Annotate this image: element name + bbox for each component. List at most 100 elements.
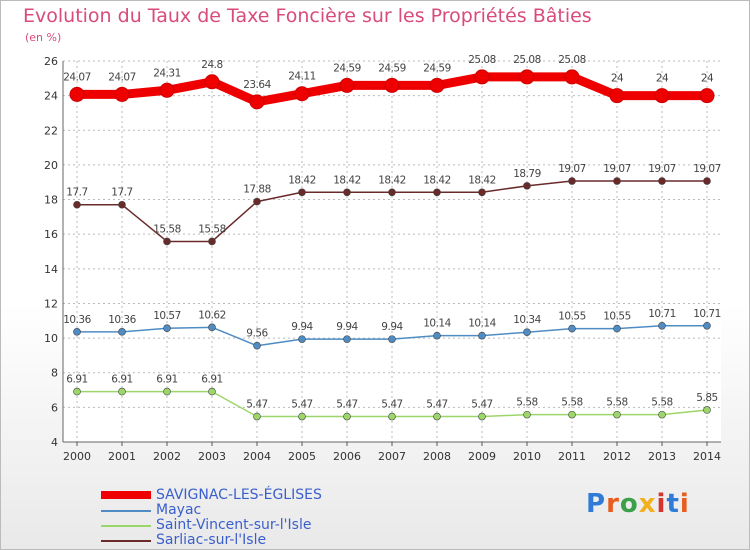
- x-tick-label: 2003: [198, 450, 226, 463]
- data-label: 10.36: [63, 314, 91, 326]
- data-point: [163, 324, 171, 333]
- y-tick-label: 6: [51, 401, 58, 414]
- legend-item-savignac: SAVIGNAC-LES-ÉGLISES: [101, 488, 441, 503]
- y-tick-label: 10: [44, 332, 58, 345]
- legend-label-savignac: SAVIGNAC-LES-ÉGLISES: [156, 487, 322, 503]
- data-label: 10.14: [468, 318, 496, 330]
- data-label: 6.91: [111, 374, 132, 386]
- data-point: [249, 94, 265, 110]
- data-label: 5.58: [606, 397, 627, 409]
- y-tick-label: 12: [44, 297, 58, 310]
- data-label: 24: [701, 73, 714, 85]
- x-tick-label: 2005: [288, 450, 316, 463]
- legend-swatch-savignac: [101, 491, 151, 499]
- y-tick-label: 22: [44, 124, 58, 137]
- data-label: 5.85: [696, 392, 717, 404]
- data-label: 6.91: [156, 374, 177, 386]
- data-label: 24.07: [108, 71, 136, 83]
- legend-label-sarliac: Sarliac-sur-l'Isle: [156, 532, 267, 548]
- data-point: [163, 387, 171, 396]
- data-label: 24.59: [333, 62, 361, 74]
- data-point: [703, 406, 711, 414]
- data-point: [253, 197, 261, 206]
- data-point: [118, 328, 126, 336]
- data-label: 17.7: [111, 187, 132, 199]
- x-tick-label: 2007: [378, 450, 406, 463]
- legend-item-saint-vincent: Saint-Vincent-sur-l'Isle: [101, 518, 441, 533]
- data-point: [658, 321, 666, 330]
- data-label: 25.08: [513, 54, 541, 66]
- data-point: [703, 321, 711, 330]
- data-label: 24.07: [63, 71, 91, 83]
- proxiti-logo: Proxiti: [586, 489, 690, 519]
- data-label: 10.14: [423, 318, 451, 330]
- legend-item-sarliac: Sarliac-sur-l'Isle: [101, 533, 441, 548]
- x-tick-label: 2009: [468, 450, 496, 463]
- y-tick-label: 8: [51, 367, 58, 380]
- data-point: [253, 412, 261, 421]
- data-point: [609, 88, 625, 104]
- data-point: [294, 86, 310, 102]
- data-label: 5.47: [471, 399, 492, 411]
- x-tick-label: 2006: [333, 450, 361, 463]
- data-label: 24.59: [378, 62, 406, 74]
- data-point: [523, 328, 531, 337]
- data-label: 18.79: [513, 168, 541, 180]
- data-label: 24.11: [288, 71, 316, 83]
- x-tick-label: 2012: [603, 450, 631, 463]
- data-point: [613, 410, 621, 419]
- data-label: 17.7: [66, 187, 87, 199]
- data-point: [658, 410, 666, 419]
- data-point: [339, 77, 355, 93]
- data-point: [568, 410, 576, 419]
- x-tick-label: 2010: [513, 450, 541, 463]
- data-label: 10.71: [693, 308, 721, 320]
- data-point: [208, 387, 216, 396]
- data-label: 10.34: [513, 314, 541, 326]
- data-label: 15.58: [198, 223, 226, 235]
- data-point: [658, 177, 666, 185]
- data-point: [298, 335, 306, 343]
- chart-title: Evolution du Taux de Taxe Foncière sur l…: [23, 5, 592, 27]
- data-point: [384, 77, 400, 93]
- data-label: 19.07: [648, 163, 676, 175]
- data-point: [159, 82, 175, 98]
- data-point: [478, 188, 486, 197]
- data-point: [73, 200, 81, 209]
- y-tick-label: 26: [44, 55, 58, 68]
- data-label: 6.91: [201, 374, 222, 386]
- data-label: 25.08: [468, 54, 496, 66]
- data-label: 10.62: [198, 309, 226, 321]
- data-label: 19.07: [693, 163, 721, 175]
- data-label: 6.91: [66, 374, 87, 386]
- legend-item-mayac: Mayac: [101, 503, 441, 518]
- data-label: 23.64: [243, 79, 271, 91]
- data-point: [388, 412, 396, 421]
- data-point: [298, 412, 306, 421]
- data-label: 5.58: [651, 397, 672, 409]
- data-point: [523, 410, 531, 419]
- x-tick-label: 2014: [693, 450, 721, 463]
- data-label: 9.94: [336, 321, 358, 333]
- data-label: 24.59: [423, 62, 451, 74]
- data-label: 5.47: [291, 399, 312, 411]
- y-tick-label: 18: [44, 194, 58, 207]
- data-point: [519, 69, 535, 85]
- data-point: [163, 237, 171, 246]
- data-point: [654, 88, 670, 104]
- x-tick-label: 2002: [153, 450, 181, 463]
- data-label: 5.58: [516, 397, 537, 409]
- legend-label-saint-vincent: Saint-Vincent-sur-l'Isle: [156, 517, 312, 533]
- y-tick-label: 20: [44, 159, 58, 172]
- x-tick-label: 2001: [108, 450, 136, 463]
- data-point: [613, 177, 621, 185]
- x-tick-label: 2008: [423, 450, 451, 463]
- data-point: [388, 188, 396, 197]
- data-point: [208, 237, 216, 246]
- data-point: [478, 331, 486, 340]
- x-tick-label: 2004: [243, 450, 271, 463]
- data-point: [253, 341, 261, 350]
- data-point: [699, 88, 715, 104]
- y-tick-label: 14: [44, 263, 58, 276]
